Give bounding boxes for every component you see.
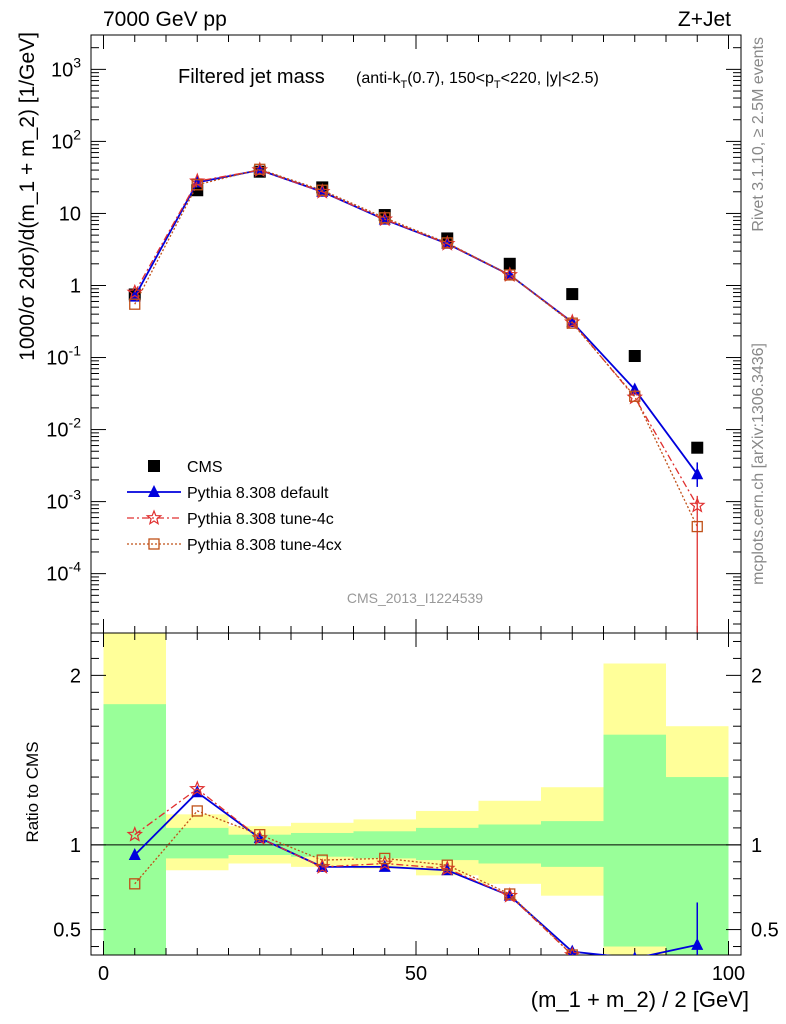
point-tune4c <box>189 172 206 189</box>
legend-marker <box>148 538 160 550</box>
y-tick-label: 102 <box>51 126 81 153</box>
ratio-point-tune4cx <box>254 829 266 841</box>
series-line-default <box>133 169 698 475</box>
point-default <box>691 467 704 480</box>
legend-marker <box>148 485 160 497</box>
ratio-y-tick-label: 1 <box>751 835 762 857</box>
ratio-line-tune4cx <box>134 810 574 955</box>
chart-title: Filtered jet mass <box>178 66 325 88</box>
x-tick-label: 50 <box>405 963 427 985</box>
y-tick-label: 10-4 <box>46 559 81 586</box>
ratio-point-tune4cx <box>441 859 453 871</box>
point-cms <box>628 350 641 363</box>
ratio-axis-label: Ratio to CMS <box>23 741 42 842</box>
series-line-tune4c <box>134 169 698 506</box>
ratio-series <box>126 780 704 955</box>
y-tick-label: 10 <box>59 203 81 225</box>
main-panel: 10-4 10-3 10-2 10-1 1 10 102 103 <box>46 34 742 634</box>
rivet-label: Rivet 3.1.10, ≥ 2.5M events <box>750 37 767 232</box>
legend-label: Pythia 8.308 tune-4c <box>187 511 334 528</box>
ratio-point-tune4cx <box>129 878 141 890</box>
ratio-point-tune4cx <box>379 852 391 865</box>
ratio-line-default <box>134 791 698 955</box>
ratio-point-tune4c <box>126 826 143 842</box>
band-inner <box>478 824 541 864</box>
y-tick-label: 1 <box>70 275 81 297</box>
point-tune4c <box>126 283 143 300</box>
point-tune4c <box>688 496 706 513</box>
ratio-point-default <box>632 951 637 955</box>
legend-label: Pythia 8.308 tune-4cx <box>187 537 342 554</box>
point-tune4cx <box>504 269 516 281</box>
ratio-point-tune4cx <box>566 949 578 955</box>
ratio-point-tune4c <box>188 780 206 796</box>
point-cms <box>566 288 579 301</box>
point-tune4cx <box>379 212 391 224</box>
point-tune4cx <box>316 184 328 196</box>
y-tick-label: 10-2 <box>46 415 81 442</box>
ratio-panel: 0.5 0.5 1 1 2 2 0 50 100 <box>53 632 779 985</box>
ratio-y-tick-label: 2 <box>751 665 762 687</box>
point-tune4cx <box>566 317 578 329</box>
main-series <box>126 161 706 633</box>
point-tune4cx <box>691 520 703 533</box>
legend-marker <box>148 460 160 472</box>
analysis-id: CMS_2013_I1224539 <box>347 590 483 606</box>
chart-cuts: (anti-kT(0.7), 150<pT<220, |y|<2.5) <box>356 70 599 91</box>
y-tick-label: 103 <box>51 54 81 81</box>
legend-marker <box>145 509 163 526</box>
ratio-y-tick-label: 1 <box>70 835 81 857</box>
series-line-tune4cx <box>134 168 698 527</box>
band-inner <box>166 827 229 859</box>
x-axis-label: (m_1 + m_2) / 2 [GeV] <box>531 987 749 1012</box>
band-inner <box>541 821 604 867</box>
ratio-y-tick-label: 0.5 <box>751 920 779 942</box>
point-tune4cx <box>254 163 266 175</box>
ratio-point-default <box>128 848 141 861</box>
legend-label: Pythia 8.308 default <box>187 485 329 502</box>
ratio-point-tune4cx <box>316 854 328 866</box>
ratio-y-tick-label: 2 <box>70 665 81 687</box>
ratio-point-tune4cx <box>191 805 203 817</box>
legend: CMS Pythia 8.308 default Pythia 8.308 tune… <box>127 459 342 554</box>
x-tick-label: 0 <box>98 963 109 985</box>
mcplots-label: mcplots.cern.ch [arXiv:1306.3436] <box>750 343 767 585</box>
point-cms <box>503 257 516 270</box>
band-inner <box>416 827 479 861</box>
point-cms <box>691 441 704 454</box>
x-tick-label: 100 <box>712 963 745 985</box>
y-axis-label: 1000/σ 2dσ)/d(m_1 + m_2) [1/GeV] <box>16 32 39 361</box>
ratio-point-default <box>691 937 704 950</box>
energy-label: 7000 GeV pp <box>103 8 227 31</box>
band-inner <box>603 734 666 947</box>
process-label: Z+Jet <box>678 8 731 31</box>
y-tick-label: 10-3 <box>46 487 81 514</box>
legend-label: CMS <box>187 459 223 476</box>
y-tick-label: 10-1 <box>46 343 81 370</box>
band-inner <box>103 704 166 955</box>
ratio-point-tune4cx <box>504 888 516 900</box>
point-tune4cx <box>129 298 141 310</box>
ratio-y-tick-label: 0.5 <box>53 920 81 942</box>
point-tune4cx <box>441 237 453 249</box>
ratio-series-clipped <box>126 780 704 955</box>
point-tune4cx <box>629 390 641 402</box>
point-tune4cx <box>191 179 203 191</box>
